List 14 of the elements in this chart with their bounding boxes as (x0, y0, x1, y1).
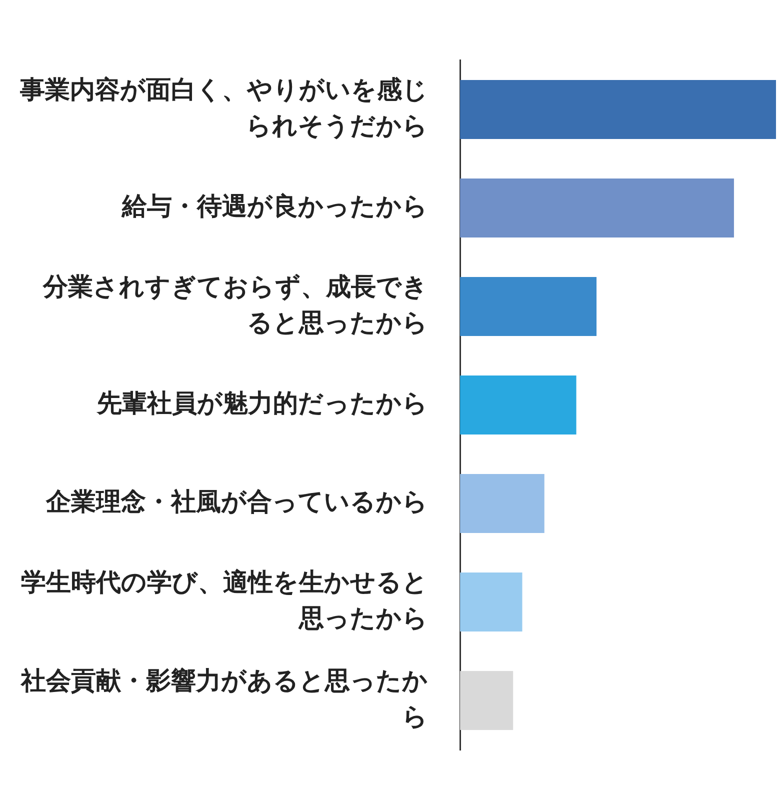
y-tick-label: 企業理念・社風が合っているから (45, 487, 428, 516)
bar (460, 572, 522, 632)
bar (460, 178, 734, 238)
bar (460, 80, 776, 140)
bar (460, 670, 514, 730)
y-tick-label: 先輩社員が魅力的だったから (96, 388, 428, 418)
y-tick-label: 給与・待遇が良かったから (121, 192, 428, 220)
bar (460, 375, 576, 435)
y-tick-label: 社会貢献・影響力があると思ったから (20, 666, 428, 732)
y-tick-label: 事業内容が面白く、やりがいを感じられそうだから (19, 74, 428, 140)
bar (460, 474, 544, 534)
y-tick-label: 学生時代の学び、適性を生かせると思ったから (21, 567, 428, 633)
y-tick-label: 分業されすぎておらず、成長できると思ったから (42, 272, 428, 338)
bar (460, 276, 597, 336)
